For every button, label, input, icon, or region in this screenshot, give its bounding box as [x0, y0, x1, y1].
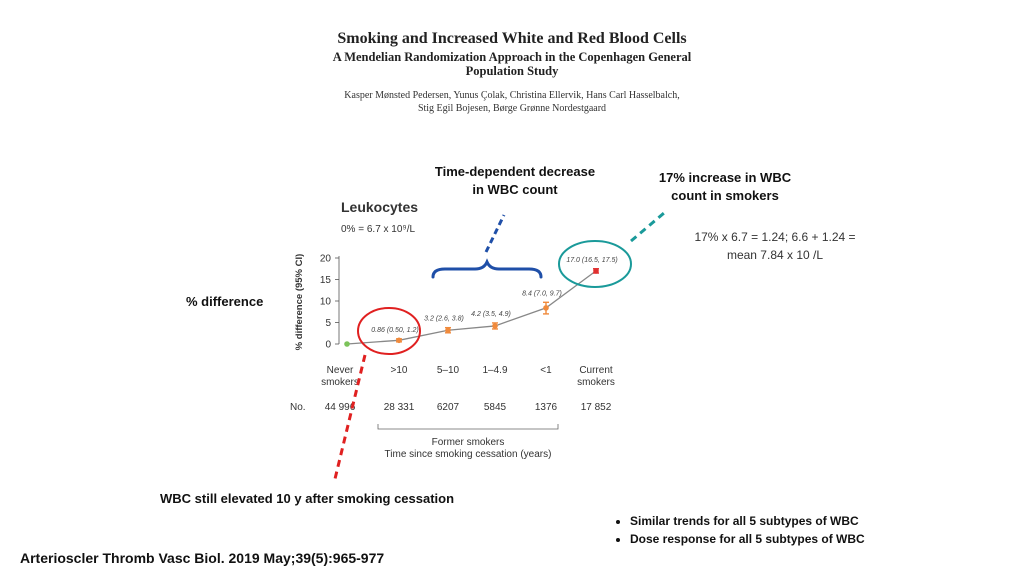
time-dependent-line2: in WBC count: [472, 182, 558, 197]
count-value: 28 331: [384, 402, 415, 413]
chart-title: Leukocytes: [341, 199, 418, 215]
group-label-1: Former smokers: [432, 437, 505, 448]
paper-subtitle-line2: Population Study: [465, 64, 559, 78]
y-axis-label: % difference (95% CI): [294, 254, 305, 351]
point-value-label: 8.4 (7.0, 9.7): [522, 290, 562, 297]
bullet-item-1: Similar trends for all 5 subtypes of WBC: [630, 512, 865, 530]
paper-authors-line2: Stig Egil Bojesen, Børge Grønne Nordestg…: [417, 103, 607, 114]
paper-title: Smoking and Increased White and Red Bloo…: [337, 30, 687, 47]
x-tick-label: smokers: [577, 377, 615, 388]
y-tick-label: 15: [320, 275, 332, 286]
increase-line2: count in smokers: [671, 188, 779, 203]
calculation-note: 17% x 6.7 = 1.24; 6.6 + 1.24 = mean 7.84…: [670, 228, 880, 264]
blue-dashed-pointer: [484, 214, 506, 253]
y-ticks: 0 5 10 15 20: [320, 254, 339, 351]
series-line: [346, 270, 597, 345]
red-circle-highlight: [357, 307, 421, 355]
data-points: [344, 268, 599, 347]
paper-subtitle-line1: A Mendelian Randomization Approach in th…: [332, 50, 692, 64]
time-dependent-note: Time-dependent decrease in WBC count: [400, 163, 630, 199]
citation: Arterioscler Thromb Vasc Biol. 2019 May;…: [20, 550, 385, 566]
y-tick-label: 0: [325, 340, 331, 351]
y-tick-label: 20: [320, 254, 332, 265]
data-point: [492, 323, 498, 329]
count-value: 1376: [535, 402, 558, 413]
x-tick-label: Never: [327, 365, 354, 376]
wbc-elevated-note: WBC still elevated 10 y after smoking ce…: [160, 491, 455, 506]
increase-note: 17% increase in WBC count in smokers: [635, 169, 815, 205]
data-point: [593, 268, 599, 274]
point-value-label: 0.86 (0.50, 1.2): [371, 327, 418, 334]
pct-difference-note: % difference: [186, 294, 264, 309]
point-labels: 0.86 (0.50, 1.2) 3.2 (2.6, 3.8) 4.2 (3.5, …: [371, 257, 617, 334]
calc-line2: mean 7.84 x 10 /L: [726, 248, 824, 262]
time-dependent-line1: Time-dependent decrease: [434, 164, 596, 179]
red-dashed-pointer: [332, 354, 367, 484]
x-tick-label: >10: [391, 365, 408, 376]
data-point: [543, 305, 549, 311]
count-value: 17 852: [581, 402, 612, 413]
calc-line1: 17% x 6.7 = 1.24; 6.6 + 1.24 =: [694, 230, 856, 244]
y-tick-label: 5: [325, 318, 331, 329]
data-point: [344, 341, 350, 347]
counts-label: No.: [290, 402, 306, 413]
paper-authors: Kasper Mønsted Pedersen, Yunus Çolak, Ch…: [290, 89, 734, 115]
y-tick-label: 10: [320, 297, 332, 308]
chart-subtitle: 0% = 6.7 x 10⁹/L: [341, 224, 415, 235]
count-value: 44 996: [325, 402, 356, 413]
x-tick-label: smokers: [321, 377, 359, 388]
blue-brace: [431, 258, 543, 279]
data-point: [445, 327, 451, 334]
count-value: 6207: [437, 402, 460, 413]
point-value-label: 17.0 (16.5, 17.5): [566, 257, 617, 264]
x-tick-label: <1: [540, 365, 552, 376]
teal-circle-highlight: [558, 240, 632, 288]
paper-authors-line1: Kasper Mønsted Pedersen, Yunus Çolak, Ch…: [344, 90, 680, 101]
paper-subtitle: A Mendelian Randomization Approach in th…: [300, 50, 724, 78]
group-label-2: Time since smoking cessation (years): [385, 449, 552, 460]
x-tick-label: Current: [579, 365, 613, 376]
counts-row: 44 996 28 331 6207 5845 1376 17 852: [325, 402, 612, 413]
bullet-list: Similar trends for all 5 subtypes of WBC…: [612, 512, 865, 548]
former-smokers-bracket: [377, 424, 559, 430]
x-tick-label: 1‒4.9: [482, 365, 507, 376]
point-value-label: 3.2 (2.6, 3.8): [424, 316, 464, 323]
point-value-label: 4.2 (3.5, 4.9): [471, 311, 511, 318]
x-tick-label: 5‒10: [437, 365, 460, 376]
bullet-item-2: Dose response for all 5 subtypes of WBC: [630, 530, 865, 548]
teal-dashed-pointer: [630, 211, 665, 243]
data-point: [396, 337, 402, 344]
increase-line1: 17% increase in WBC: [658, 170, 792, 185]
count-value: 5845: [484, 402, 507, 413]
